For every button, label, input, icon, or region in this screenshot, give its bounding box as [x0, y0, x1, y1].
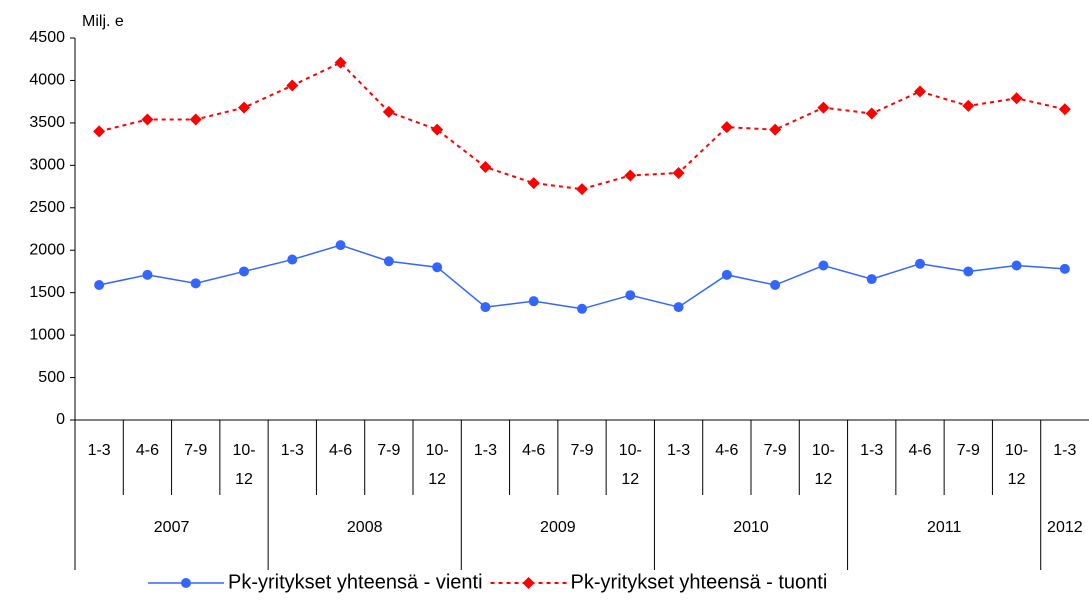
point	[672, 166, 685, 179]
x-tick-label: 7-9	[570, 442, 593, 459]
point	[720, 121, 733, 134]
point	[576, 183, 588, 196]
point	[480, 302, 491, 313]
y-tick-label: 500	[38, 369, 65, 386]
y-tick-label: 2500	[29, 199, 65, 216]
point	[1059, 263, 1070, 274]
y-tick-label: 4500	[29, 29, 65, 46]
x-tick-label: 1-3	[667, 442, 690, 459]
x-tick-label: 4-6	[522, 442, 545, 459]
x-tick-label: 1-3	[1053, 442, 1076, 459]
y-tick-label: 3500	[29, 114, 65, 131]
point	[1058, 103, 1071, 116]
year-label: 2009	[540, 519, 576, 536]
x-tick-label: 4-6	[329, 442, 352, 459]
point	[624, 169, 637, 182]
point	[189, 113, 202, 126]
point	[817, 101, 830, 114]
point	[673, 302, 684, 313]
point	[287, 254, 298, 265]
point	[721, 269, 732, 280]
point	[383, 256, 394, 267]
point	[577, 303, 587, 314]
year-label: 2008	[347, 519, 383, 536]
point	[625, 290, 636, 301]
y-tick-label: 4000	[29, 72, 65, 89]
point	[963, 266, 974, 277]
point	[286, 79, 299, 92]
point	[962, 99, 975, 112]
point	[142, 269, 153, 280]
point	[335, 240, 346, 251]
point	[1010, 92, 1023, 105]
x-tick-label: 1-3	[281, 442, 304, 459]
x-tick-label: 4-6	[136, 442, 159, 459]
x-tick-label: 10-12	[812, 442, 835, 488]
series-line	[98, 61, 1066, 191]
y-tick-label: 3000	[29, 157, 65, 174]
point	[769, 123, 782, 136]
point	[334, 56, 347, 69]
x-tick-label: 1-3	[88, 442, 111, 459]
point	[915, 258, 925, 269]
legend-label: Pk-yritykset yhteensä - vienti	[228, 571, 483, 593]
point	[93, 125, 106, 138]
legend-marker	[181, 578, 191, 588]
y-axis-label: Milj. e	[82, 13, 124, 30]
point	[94, 280, 105, 291]
point	[770, 280, 781, 291]
x-tick-label: 10-12	[1005, 442, 1028, 488]
x-tick-label: 10-12	[619, 442, 642, 488]
point	[238, 101, 250, 114]
x-tick-label: 7-9	[764, 442, 787, 459]
year-label: 2012	[1047, 519, 1083, 536]
year-label: 2011	[927, 519, 962, 536]
point	[431, 123, 444, 136]
x-tick-label: 4-6	[715, 442, 738, 459]
x-tick-label: 4-6	[908, 442, 931, 459]
point	[914, 85, 926, 98]
point	[190, 278, 201, 289]
point	[527, 177, 540, 190]
legend-marker	[522, 577, 535, 589]
x-tick-label: 7-9	[377, 442, 400, 459]
x-tick-label: 10-12	[232, 442, 255, 488]
point	[528, 296, 539, 307]
y-tick-label: 1000	[29, 326, 65, 343]
year-label: 2007	[154, 519, 190, 536]
point	[141, 113, 154, 126]
point	[818, 260, 829, 271]
x-tick-label: 7-9	[957, 442, 980, 459]
point	[382, 105, 395, 118]
series-line	[98, 244, 1065, 310]
x-tick-label: 1-3	[474, 442, 497, 459]
y-tick-label: 0	[56, 411, 65, 428]
point	[865, 107, 878, 120]
point	[239, 266, 249, 277]
point	[1011, 260, 1022, 271]
y-tick-label: 1500	[29, 284, 65, 301]
point	[479, 161, 492, 174]
x-tick-label: 10-12	[426, 442, 449, 488]
x-tick-label: 1-3	[860, 442, 883, 459]
point	[866, 274, 877, 285]
x-tick-label: 7-9	[184, 442, 207, 459]
legend-label: Pk-yritykset yhteensä - tuonti	[571, 571, 828, 593]
year-label: 2010	[733, 519, 769, 536]
point	[432, 262, 443, 273]
y-tick-label: 2000	[29, 241, 65, 258]
